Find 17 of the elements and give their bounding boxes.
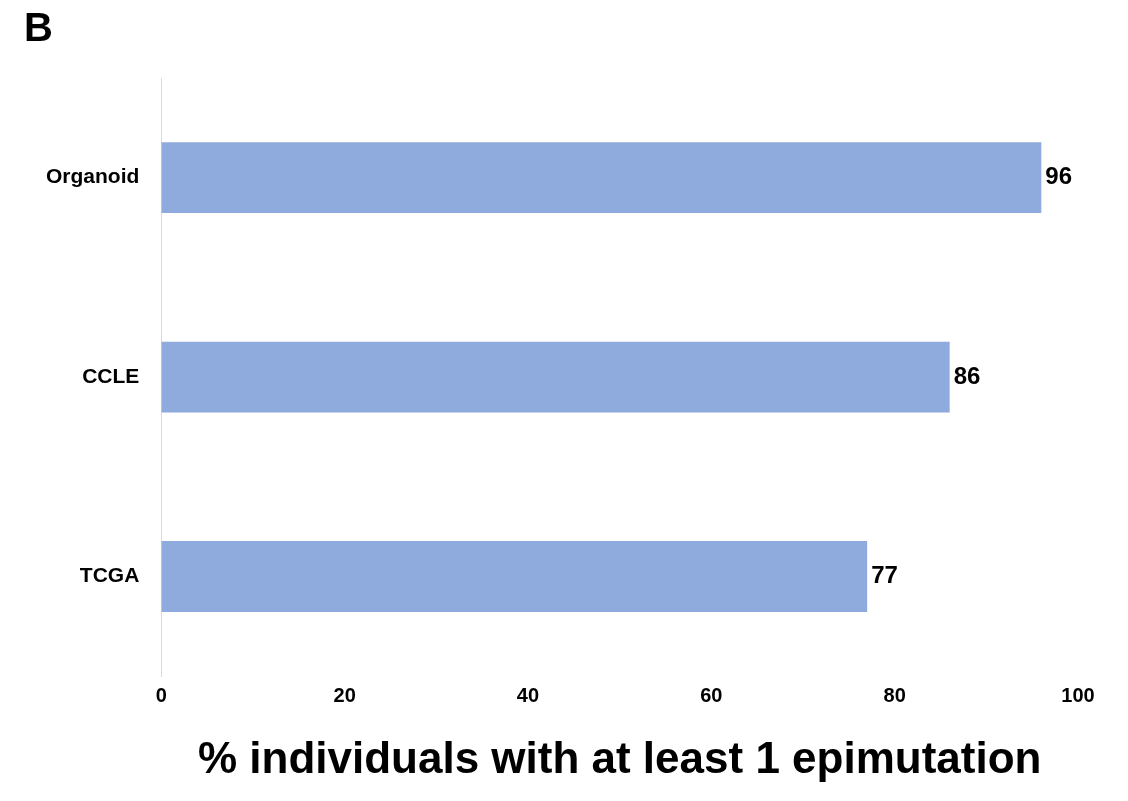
x-tick-label: 80 xyxy=(883,683,906,706)
x-tick-label: 20 xyxy=(333,683,356,706)
x-tick-label: 60 xyxy=(700,683,723,706)
y-tick-label: TCGA xyxy=(79,563,140,587)
x-tick-label: 0 xyxy=(155,683,167,706)
x-axis-title: % individuals with at least 1 epimutation xyxy=(197,732,1042,782)
chart-title: B xyxy=(24,5,53,50)
data-label: 77 xyxy=(871,561,898,589)
y-tick-label: CCLE xyxy=(82,363,140,387)
bar xyxy=(161,341,950,413)
y-tick-label: Organoid xyxy=(45,164,140,188)
x-tick-label: 40 xyxy=(516,683,540,706)
x-tick-label: 100 xyxy=(1061,683,1095,706)
bar xyxy=(161,142,1042,214)
bar xyxy=(161,541,868,612)
data-label: 96 xyxy=(1045,162,1073,190)
data-label: 86 xyxy=(953,361,981,389)
